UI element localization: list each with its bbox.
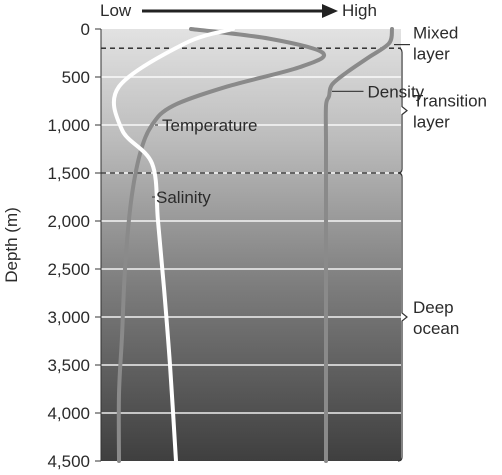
- density-curve: [323, 27, 394, 463]
- transition-layer-label: layer: [413, 113, 450, 132]
- scale-arrow-head: [322, 4, 338, 18]
- layer-boundaries: [101, 47, 401, 174]
- density-label: Density: [368, 82, 425, 101]
- layer-brackets: Mixed layer Transition layer Deep ocean: [394, 24, 487, 462]
- y-tick-label: 4,500: [47, 452, 90, 471]
- salinity-label: Salinity: [156, 188, 211, 207]
- y-tick-label: 500: [62, 68, 90, 87]
- series-lines: [111, 27, 394, 463]
- temperature-label: Temperature: [162, 116, 257, 135]
- temperature-curve: [116, 27, 327, 463]
- mixed-layer-label: layer: [413, 45, 450, 64]
- salinity-curve: [111, 27, 235, 463]
- scale-low-label: Low: [100, 1, 132, 20]
- mixed-layer-label: Mixed: [413, 24, 458, 43]
- deep-ocean-label: Deep: [413, 298, 454, 317]
- y-axis-ticks: 0 500 1,000 1,500 2,000 2,500 3,000 3,500 4,000 4…: [47, 20, 101, 471]
- transition-layer-bracket: [397, 47, 408, 174]
- y-tick-label: 1,500: [47, 164, 90, 183]
- deep-ocean-bracket: [397, 172, 408, 462]
- y-tick-label: 3,000: [47, 308, 90, 327]
- plot-background: [101, 29, 401, 461]
- deep-ocean-label: ocean: [413, 319, 459, 338]
- series-labels: Density Temperature Salinity: [152, 82, 425, 207]
- scale-high-label: High: [342, 1, 377, 20]
- y-tick-label: 1,000: [47, 116, 90, 135]
- y-tick-label: 3,500: [47, 356, 90, 375]
- y-axis-title: Depth (m): [2, 207, 21, 283]
- y-tick-label: 2,500: [47, 260, 90, 279]
- y-tick-label: 4,000: [47, 404, 90, 423]
- y-tick-label: 0: [81, 20, 90, 39]
- transition-layer-label: Transition: [413, 92, 487, 111]
- y-tick-label: 2,000: [47, 212, 90, 231]
